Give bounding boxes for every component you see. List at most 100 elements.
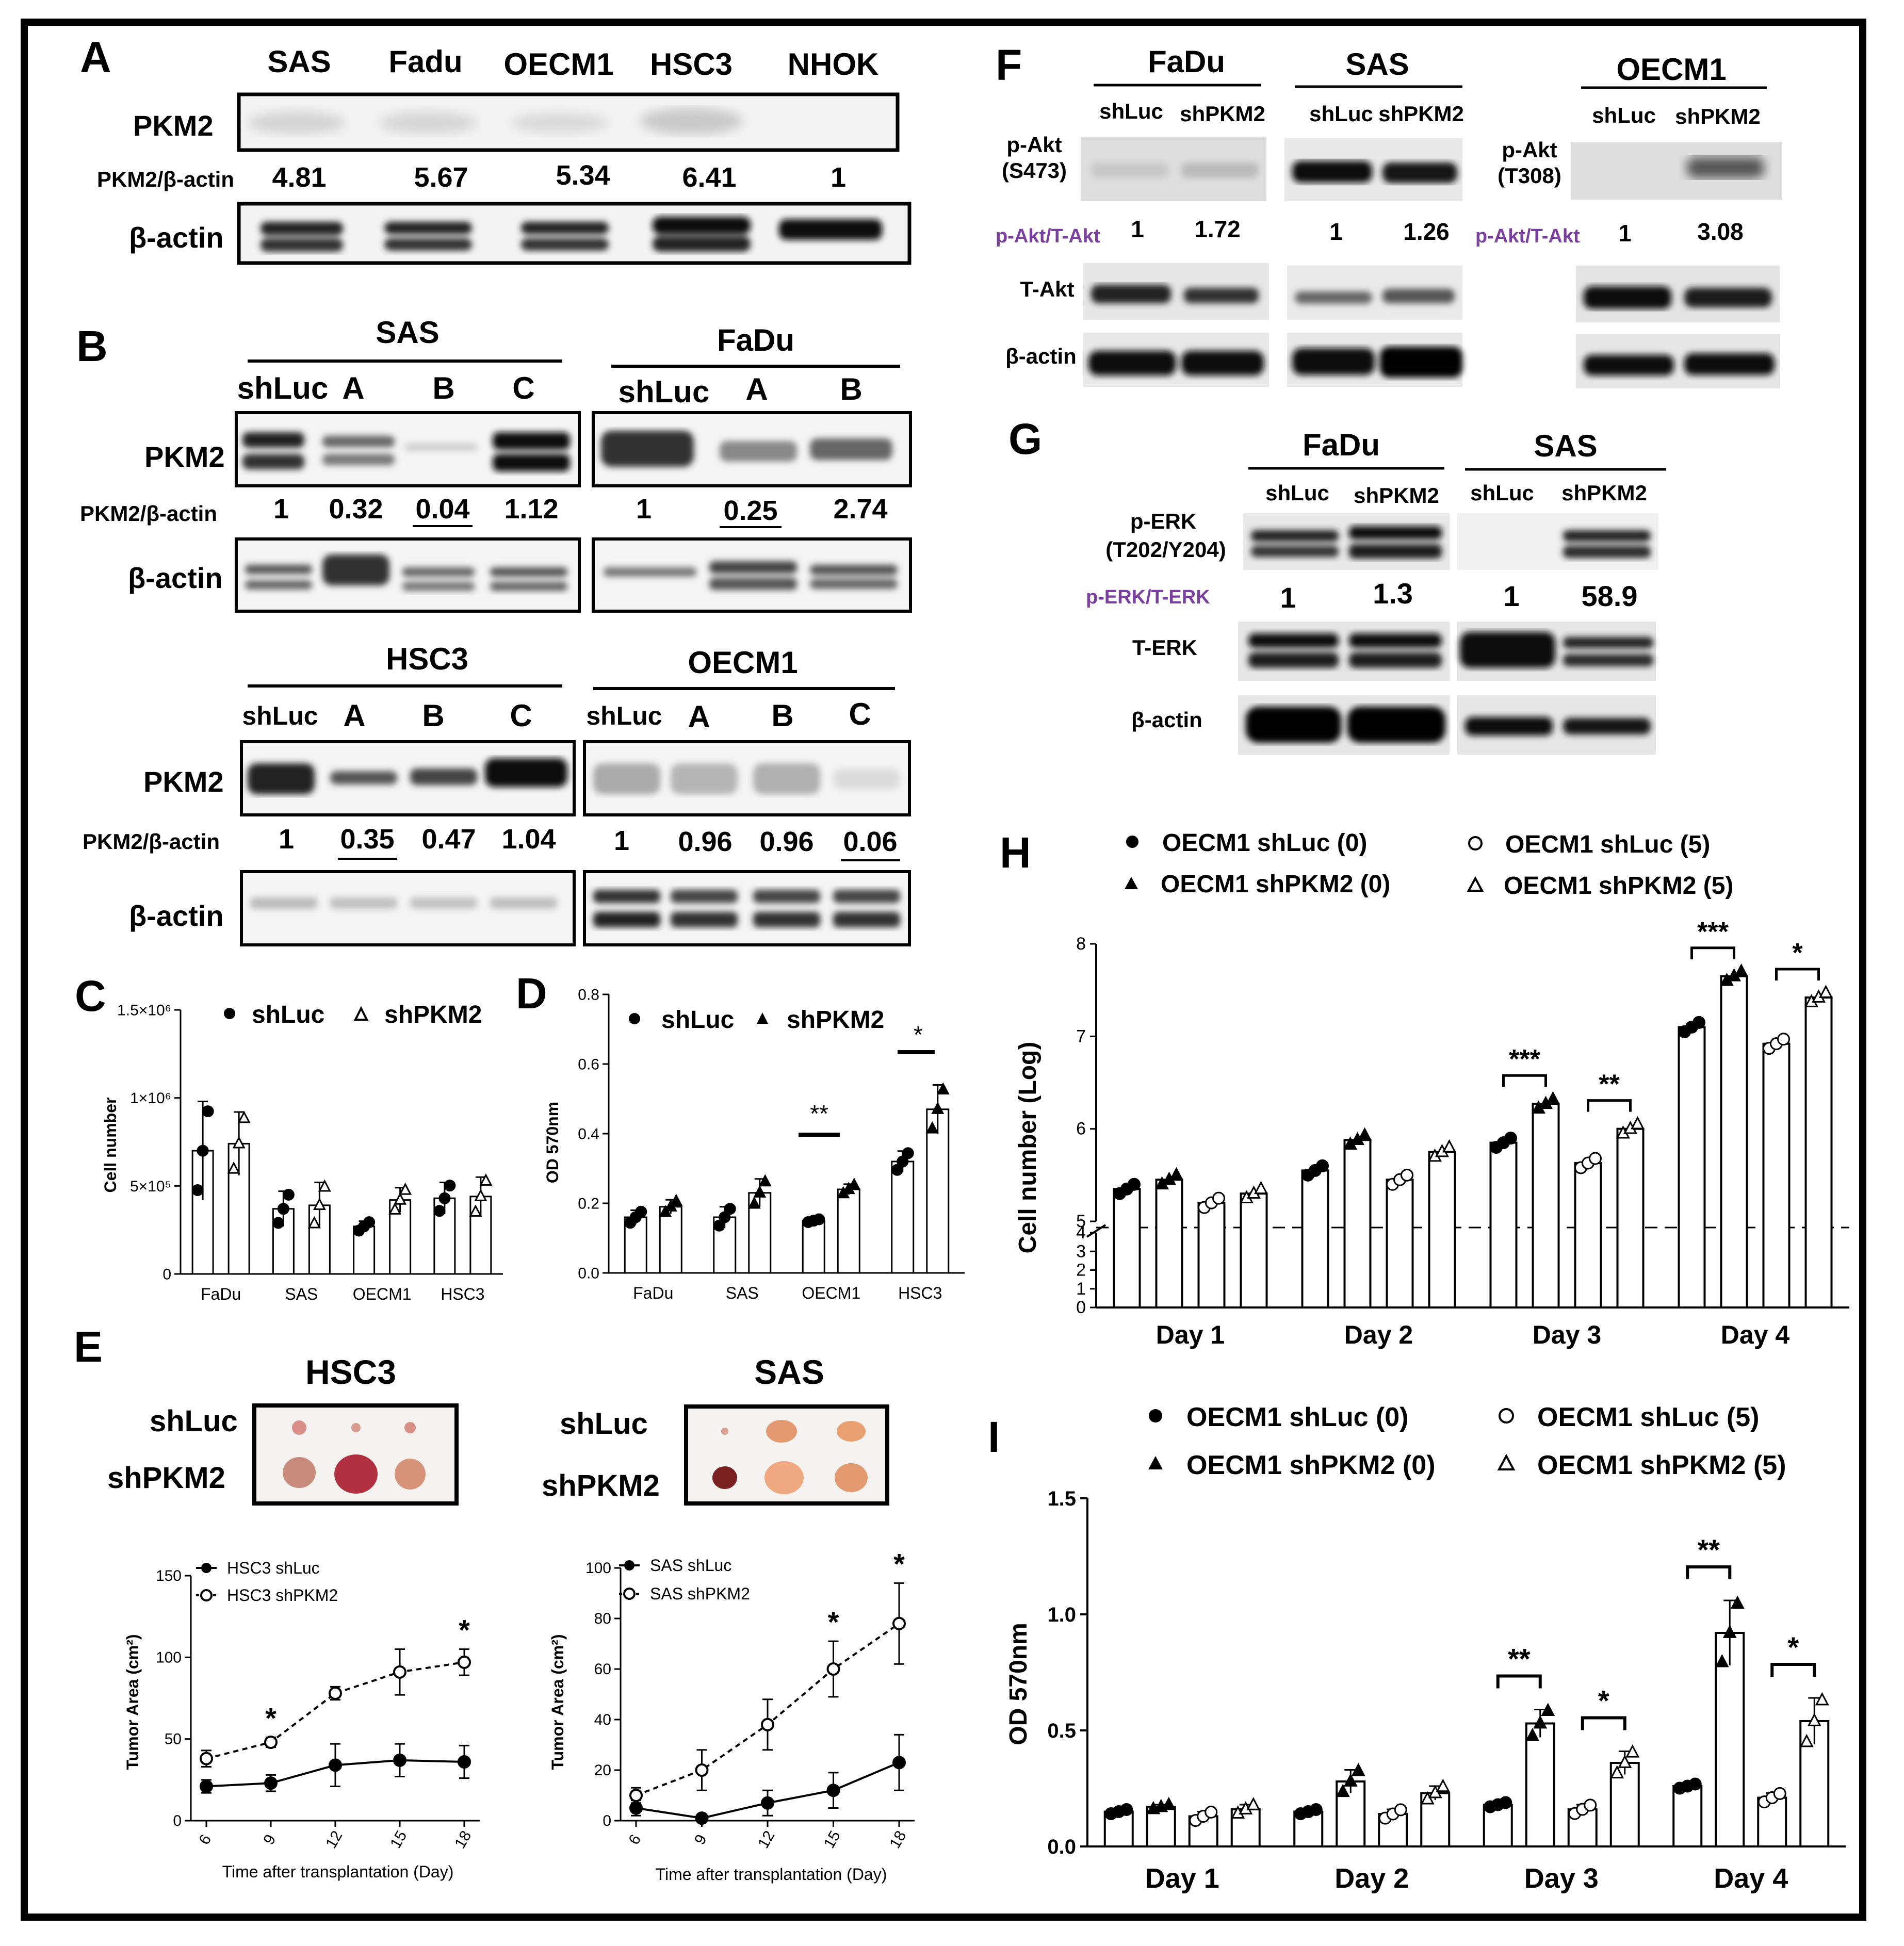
- data-point: [1730, 1595, 1745, 1609]
- bar: [1532, 1103, 1560, 1309]
- panel-h: H OECM1 shLuc (0) OECM1 shLuc (5) OECM1 …: [1000, 828, 1849, 1349]
- significance-stars: ***: [1509, 1044, 1540, 1074]
- blot-bands: [250, 890, 900, 927]
- group-title: SAS: [1345, 47, 1409, 81]
- lane-label: C: [849, 697, 871, 731]
- significance-bracket: [1502, 1074, 1547, 1087]
- blot-terk-fadu: [1238, 622, 1450, 681]
- legend-marker: [1467, 876, 1484, 892]
- y-tick-label: 100: [156, 1649, 182, 1666]
- y-axis-label: OD 570nm: [1005, 1623, 1032, 1745]
- legend-marker: [1126, 836, 1138, 848]
- x-tick-label: Day 4: [1714, 1863, 1788, 1894]
- blot-bands: [261, 217, 882, 252]
- y-axis-label: Tumor Area (cm²): [123, 1634, 142, 1770]
- data-point: [1734, 963, 1748, 977]
- y-tick-label: 0.4: [578, 1126, 599, 1143]
- lane-label: A: [342, 371, 364, 405]
- significance-stars: *: [1787, 1631, 1799, 1663]
- data-point: [272, 1217, 284, 1229]
- data-point: [197, 1144, 209, 1157]
- y-tick-label: 60: [594, 1661, 611, 1678]
- lane-label: HSC3: [650, 47, 733, 81]
- bar: [1240, 1192, 1268, 1309]
- panel-e: E HSC3 SAS shLuc shPKM2 shLuc shPKM2 HSC…: [74, 1322, 915, 1884]
- blot-bands: [1091, 161, 1457, 183]
- data-point: [318, 1179, 331, 1192]
- x-tick-label: FaDu: [201, 1285, 241, 1303]
- blot-bands: [248, 758, 900, 794]
- y-tick-label: 1.0: [1047, 1604, 1076, 1626]
- panel-i-label: I: [988, 1413, 1000, 1461]
- row-label-pakt: p-Akt: [1502, 138, 1557, 162]
- data-point: [237, 1110, 251, 1123]
- y-axis-label: OD 570nm: [543, 1102, 562, 1183]
- y-tick-label: 7: [1076, 1026, 1086, 1046]
- legend-marker: [1497, 1453, 1516, 1470]
- data-point: [1205, 1805, 1218, 1819]
- data-point: [1254, 1181, 1268, 1195]
- legend-label: OECM1 shPKM2 (0): [1161, 871, 1390, 898]
- bar: [1804, 996, 1833, 1309]
- significance-stars: **: [810, 1100, 828, 1127]
- panel-h-label: H: [1000, 828, 1031, 877]
- lane-label: shLuc: [1265, 481, 1329, 505]
- lane-label: NHOK: [788, 47, 879, 81]
- bar: [1574, 1162, 1602, 1309]
- ratio-value: 1.12: [504, 494, 558, 525]
- x-tick-label: HSC3: [898, 1284, 942, 1302]
- data-point: [1499, 1796, 1512, 1809]
- ratio-value: 1.04: [501, 824, 556, 855]
- lane-label: shLuc: [242, 701, 318, 730]
- y-tick-label: 0: [173, 1812, 182, 1829]
- data-point: [1693, 1016, 1705, 1029]
- y-tick-label: 5: [1076, 1212, 1086, 1231]
- lane-label: B: [840, 372, 862, 406]
- ratio-label: p-ERK/T-ERK: [1086, 586, 1210, 608]
- data-point: [438, 1192, 451, 1204]
- lane-label: shPKM2: [1378, 102, 1464, 126]
- data-point: [753, 1185, 767, 1198]
- data-point: [826, 1784, 840, 1797]
- legend-label: OECM1 shPKM2 (0): [1186, 1450, 1436, 1480]
- significance-stars: **: [1599, 1070, 1620, 1100]
- significance-stars: *: [1792, 938, 1803, 968]
- bar: [1343, 1139, 1372, 1309]
- panel-b: B SAS shLuc A B C FaDu shLuc A B PKM2 PK…: [76, 315, 912, 946]
- ratio-label: p-Akt/T-Akt: [1475, 225, 1580, 247]
- chart-e-left: 0 50 100 150 6 9 12 15 18 * *: [156, 1567, 480, 1851]
- bar: [1489, 1141, 1518, 1309]
- data-point: [848, 1178, 861, 1190]
- data-point: [1819, 985, 1833, 998]
- data-point: [826, 1662, 840, 1676]
- ratio-value: 0.04: [415, 494, 469, 525]
- lane-label: shPKM2: [1354, 483, 1439, 508]
- data-point: [1618, 1755, 1632, 1768]
- ratio-value: 0.96: [678, 826, 732, 857]
- data-point: [1631, 1116, 1645, 1130]
- ratio-value: 1: [1131, 216, 1144, 242]
- bar: [1762, 1042, 1791, 1309]
- y-tick-label: 0.0: [578, 1265, 599, 1282]
- ratio-value: 1: [1329, 218, 1343, 245]
- x-tick-label: FaDu: [633, 1284, 673, 1302]
- bar: [1715, 1632, 1745, 1847]
- significance-bracket: [1587, 1099, 1632, 1112]
- y-tick-label: 0: [162, 1266, 171, 1283]
- y-tick-label: 5×10⁵: [130, 1178, 171, 1195]
- blot-bands: [1248, 632, 1653, 668]
- legend-label: SAS shLuc: [650, 1556, 731, 1575]
- ratio-value: 0.47: [421, 824, 476, 855]
- y-tick-label: 1×10⁶: [130, 1090, 171, 1107]
- data-point: [1169, 1167, 1183, 1181]
- lane-label: shLuc: [1592, 103, 1656, 127]
- data-point: [469, 1204, 482, 1217]
- data-point: [1401, 1168, 1413, 1182]
- data-point: [724, 1203, 736, 1215]
- data-point: [1162, 1796, 1176, 1810]
- y-tick-label: 150: [156, 1567, 182, 1584]
- ratio-value: 4.81: [272, 162, 326, 193]
- data-point: [1625, 1744, 1640, 1758]
- panel-g-label: G: [1008, 415, 1042, 463]
